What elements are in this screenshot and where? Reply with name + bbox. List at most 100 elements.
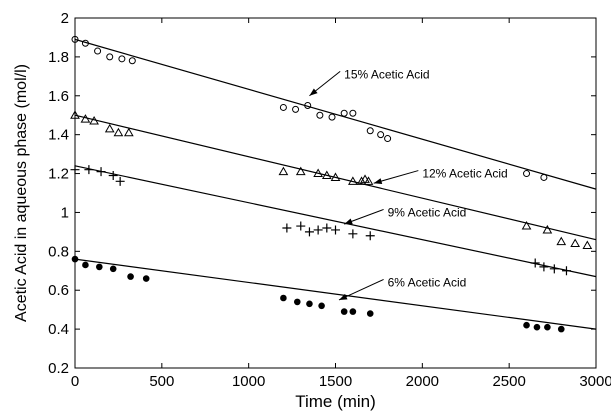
data-point xyxy=(540,173,548,181)
data-point xyxy=(127,273,134,280)
fit-line xyxy=(74,258,597,330)
data-point xyxy=(278,166,289,176)
fit-line xyxy=(74,38,597,190)
data-point xyxy=(115,176,125,186)
annotation-label: 12% Acetic Acid xyxy=(422,167,507,181)
y-tick-label: 1.4 xyxy=(48,127,69,144)
x-tick-label: 2000 xyxy=(406,373,439,390)
data-point xyxy=(523,321,530,329)
annotation-arrowhead xyxy=(309,88,318,96)
data-markers xyxy=(70,35,593,333)
y-tick-label: 2 xyxy=(61,10,69,27)
data-point xyxy=(113,127,124,137)
data-point xyxy=(384,135,392,143)
data-point xyxy=(366,310,374,317)
data-point xyxy=(330,172,341,181)
data-point xyxy=(81,39,89,47)
data-point xyxy=(349,109,357,117)
annotations: 15% Acetic Acid 12% Acetic Acid 9% Acetic … xyxy=(309,67,508,301)
x-tick-label: 2500 xyxy=(492,373,525,390)
annotation-arrowhead xyxy=(338,293,348,300)
y-tick-label: 1 xyxy=(61,204,69,221)
data-point xyxy=(363,176,374,185)
data-point xyxy=(340,109,348,117)
data-point xyxy=(279,103,287,111)
data-point xyxy=(360,174,370,183)
data-point xyxy=(96,263,103,271)
data-point xyxy=(523,170,531,178)
data-point xyxy=(318,302,325,310)
data-point xyxy=(549,264,559,274)
annotation-arrowhead xyxy=(373,178,383,184)
x-axis: 0 500 1000 1500 2000 2500 3000 xyxy=(71,18,611,390)
data-point xyxy=(557,325,565,333)
data-point xyxy=(82,261,89,269)
data-point xyxy=(84,165,94,175)
x-tick-label: 1000 xyxy=(232,373,265,390)
data-point xyxy=(306,300,313,308)
fit-line xyxy=(74,114,597,241)
data-point xyxy=(542,224,553,234)
annotation-arrow-line xyxy=(338,278,384,301)
data-point xyxy=(377,131,385,139)
data-point xyxy=(94,47,102,55)
data-point xyxy=(104,123,115,133)
x-axis-label: Time (min) xyxy=(295,392,376,411)
y-axis: 0.2 0.4 0.6 0.8 1 1.2 1.4 1.6 1.8 2 xyxy=(48,10,596,377)
data-point xyxy=(348,229,358,239)
x-tick-label: 0 xyxy=(71,373,79,390)
data-point xyxy=(539,262,549,272)
data-point xyxy=(295,166,306,176)
data-point xyxy=(321,170,332,179)
data-point xyxy=(142,275,150,282)
x-tick-label: 500 xyxy=(149,373,174,390)
fit-line xyxy=(74,165,597,278)
data-point xyxy=(108,171,118,180)
data-point xyxy=(316,111,324,119)
data-point xyxy=(356,176,367,185)
data-point xyxy=(582,240,593,249)
data-point xyxy=(96,167,106,177)
data-point xyxy=(322,223,332,233)
y-tick-label: 1.2 xyxy=(48,166,69,183)
plot-area xyxy=(74,17,597,369)
data-point xyxy=(544,323,551,331)
data-point xyxy=(80,114,91,123)
data-point xyxy=(366,127,374,135)
plot-frame xyxy=(74,17,597,369)
data-point xyxy=(561,266,571,276)
y-tick-label: 1.6 xyxy=(48,88,69,105)
annotation-arrowhead xyxy=(344,218,353,225)
data-point xyxy=(533,323,541,331)
data-point xyxy=(128,57,136,65)
x-tick-label: 3000 xyxy=(579,373,611,390)
x-tick-label: 1500 xyxy=(319,373,352,390)
data-point xyxy=(521,221,532,230)
data-point xyxy=(313,168,323,178)
data-point xyxy=(349,308,357,315)
annotation-label: 9% Acetic Acid xyxy=(388,205,467,219)
data-point xyxy=(70,165,80,175)
data-point xyxy=(530,258,540,268)
data-point xyxy=(340,308,348,315)
data-point xyxy=(348,176,358,185)
data-point xyxy=(313,225,323,235)
data-point xyxy=(331,225,340,235)
y-tick-label: 0.4 xyxy=(48,321,69,338)
data-point xyxy=(304,227,314,237)
y-axis-label: Acetic Acid in aqueous phase (mol/l) xyxy=(13,64,30,322)
data-point xyxy=(118,55,126,63)
fit-lines xyxy=(74,38,597,330)
annotation-label: 15% Acetic Acid xyxy=(344,67,429,81)
y-tick-label: 1.8 xyxy=(48,49,69,66)
data-point xyxy=(556,236,567,246)
data-point xyxy=(570,238,581,248)
data-point xyxy=(328,113,336,121)
data-point xyxy=(123,127,134,137)
data-point xyxy=(293,298,301,306)
y-tick-label: 0.6 xyxy=(48,282,69,299)
data-point xyxy=(292,105,300,113)
y-tick-label: 0.8 xyxy=(48,243,69,260)
data-point xyxy=(109,265,117,273)
data-point xyxy=(70,110,80,119)
